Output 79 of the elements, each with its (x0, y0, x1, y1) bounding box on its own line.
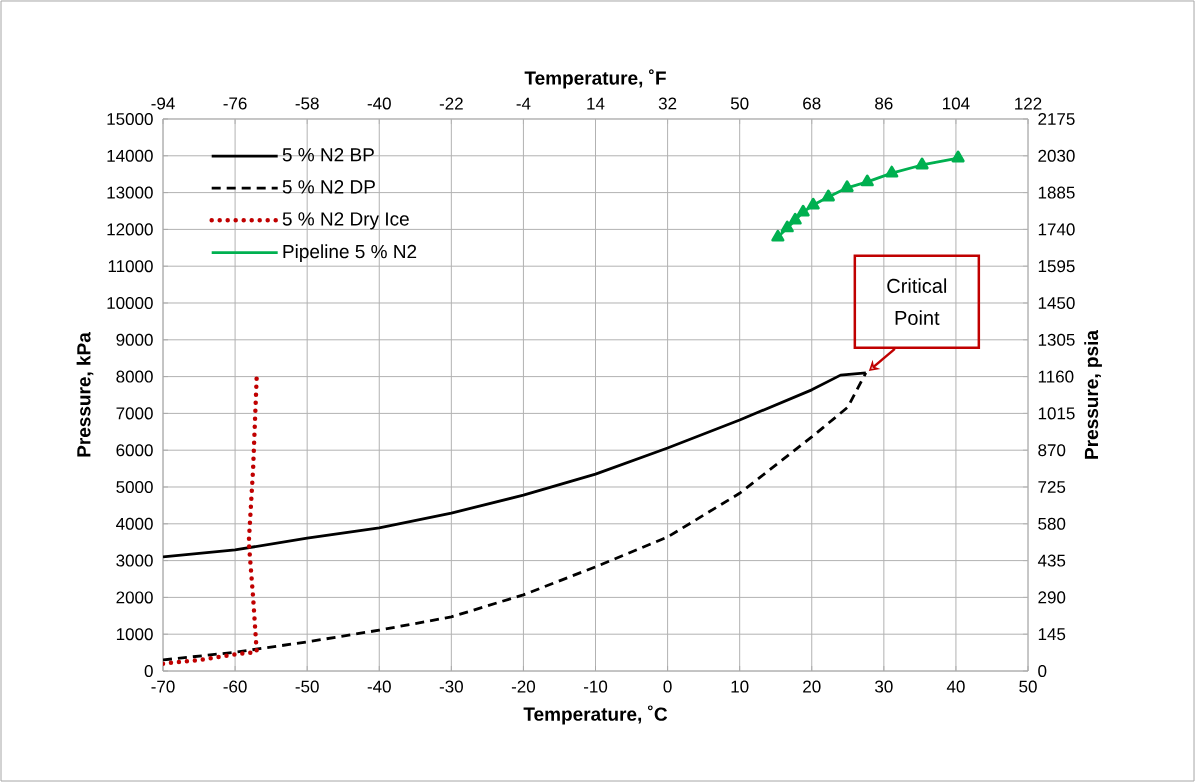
x2-tick-label: 68 (803, 97, 821, 110)
y-tick-label: 8000 (116, 370, 153, 383)
y2-tick-label: 2175 (1038, 112, 1075, 126)
y2-tick-label: 1740 (1038, 223, 1075, 236)
point (788, 212, 802, 225)
y2-tick-label: 1450 (1038, 296, 1075, 310)
y2-tick-label: 2030 (1038, 149, 1075, 162)
x-tick-label: 30 (875, 680, 893, 693)
x-tick-label: -20 (511, 680, 536, 693)
y-tick-label: 11000 (108, 260, 153, 273)
y2-tick-label: 1305 (1038, 333, 1075, 346)
y-tick-label: 14000 (107, 149, 153, 162)
x-tick-label: -70 (151, 680, 175, 693)
y-tick-label: 5000 (116, 480, 153, 494)
y2-tick-label: 870 (1038, 444, 1066, 457)
y2-tick-label: 290 (1038, 591, 1066, 604)
point (951, 150, 965, 163)
point (796, 204, 810, 217)
point (885, 165, 899, 178)
x-tick-label: -60 (223, 680, 247, 693)
point (806, 197, 820, 210)
x2-axis-title: Temperature, ˚F (524, 69, 666, 89)
x-tick-label: 20 (803, 680, 821, 693)
y2-tick-label: 725 (1038, 480, 1066, 494)
legend-label: 5 % N2 BP (282, 148, 374, 162)
line-series (163, 374, 259, 666)
x-axis-title: Temperature, ˚C (523, 705, 668, 725)
x-tick-label: -30 (439, 680, 463, 693)
y2-axis-title: Pressure, psia (1084, 329, 1102, 459)
y2-tick-label: 1885 (1038, 186, 1075, 199)
y2-tick-label: 1160 (1038, 370, 1074, 383)
y-tick-label: 13000 (107, 186, 153, 199)
y2-tick-label: 580 (1038, 517, 1066, 530)
y-axis-title: Pressure, kPa (76, 332, 94, 457)
y2-tick-label: 1595 (1038, 260, 1075, 273)
x2-tick-label: -4 (516, 97, 531, 110)
point (840, 180, 854, 193)
point (860, 174, 874, 187)
legend-label: Pipeline 5 % N2 (283, 244, 417, 263)
y-tick-label: 12000 (107, 223, 153, 236)
y-tick-label: 9000 (116, 333, 153, 346)
x-tick-label: 0 (663, 680, 672, 693)
x2-tick-label: 32 (658, 97, 677, 110)
y-tick-label: 4000 (116, 517, 153, 530)
x2-tick-label: 86 (875, 97, 893, 110)
x-tick-label: -10 (583, 680, 608, 693)
y-tick-label: 0 (144, 664, 153, 678)
x-tick-label: 50 (1019, 680, 1037, 693)
x2-tick-label: 104 (943, 97, 970, 110)
x-tick-label: -50 (295, 680, 319, 693)
y-tick-label: 7000 (116, 407, 153, 420)
y-tick-label: 3000 (116, 554, 153, 567)
y2-tick-label: 0 (1038, 664, 1047, 678)
x2-tick-label: -94 (151, 97, 175, 110)
x2-tick-label: 14 (587, 97, 605, 110)
y2-tick-label: 435 (1037, 554, 1066, 567)
y2-tick-label: 145 (1038, 628, 1066, 641)
x-tick-label: 10 (731, 680, 749, 693)
legend-label: 5 % N2 DP (282, 180, 375, 194)
x2-tick-label: 50 (730, 97, 749, 110)
point (821, 189, 835, 202)
x-tick-label: -40 (367, 680, 391, 693)
y-tick-label: 10000 (107, 296, 153, 310)
y-tick-label: 1000 (116, 628, 153, 641)
point (780, 220, 794, 233)
x2-tick-label: 122 (1015, 97, 1042, 110)
legend-label: 5 % N2 Dry Ice (282, 212, 409, 230)
point (771, 229, 785, 242)
y-tick-label: 15000 (107, 112, 153, 126)
y-tick-label: 6000 (116, 444, 153, 457)
y2-tick-label: 1015 (1038, 407, 1075, 420)
point (915, 157, 929, 170)
x2-tick-label: -40 (367, 97, 391, 110)
x2-tick-label: -76 (223, 97, 247, 110)
x2-tick-label: -58 (295, 97, 319, 110)
x-tick-label: 40 (946, 680, 965, 693)
x2-tick-label: -22 (439, 97, 463, 110)
annotation: Critical Point (887, 278, 947, 326)
y-tick-label: 2000 (116, 591, 153, 604)
